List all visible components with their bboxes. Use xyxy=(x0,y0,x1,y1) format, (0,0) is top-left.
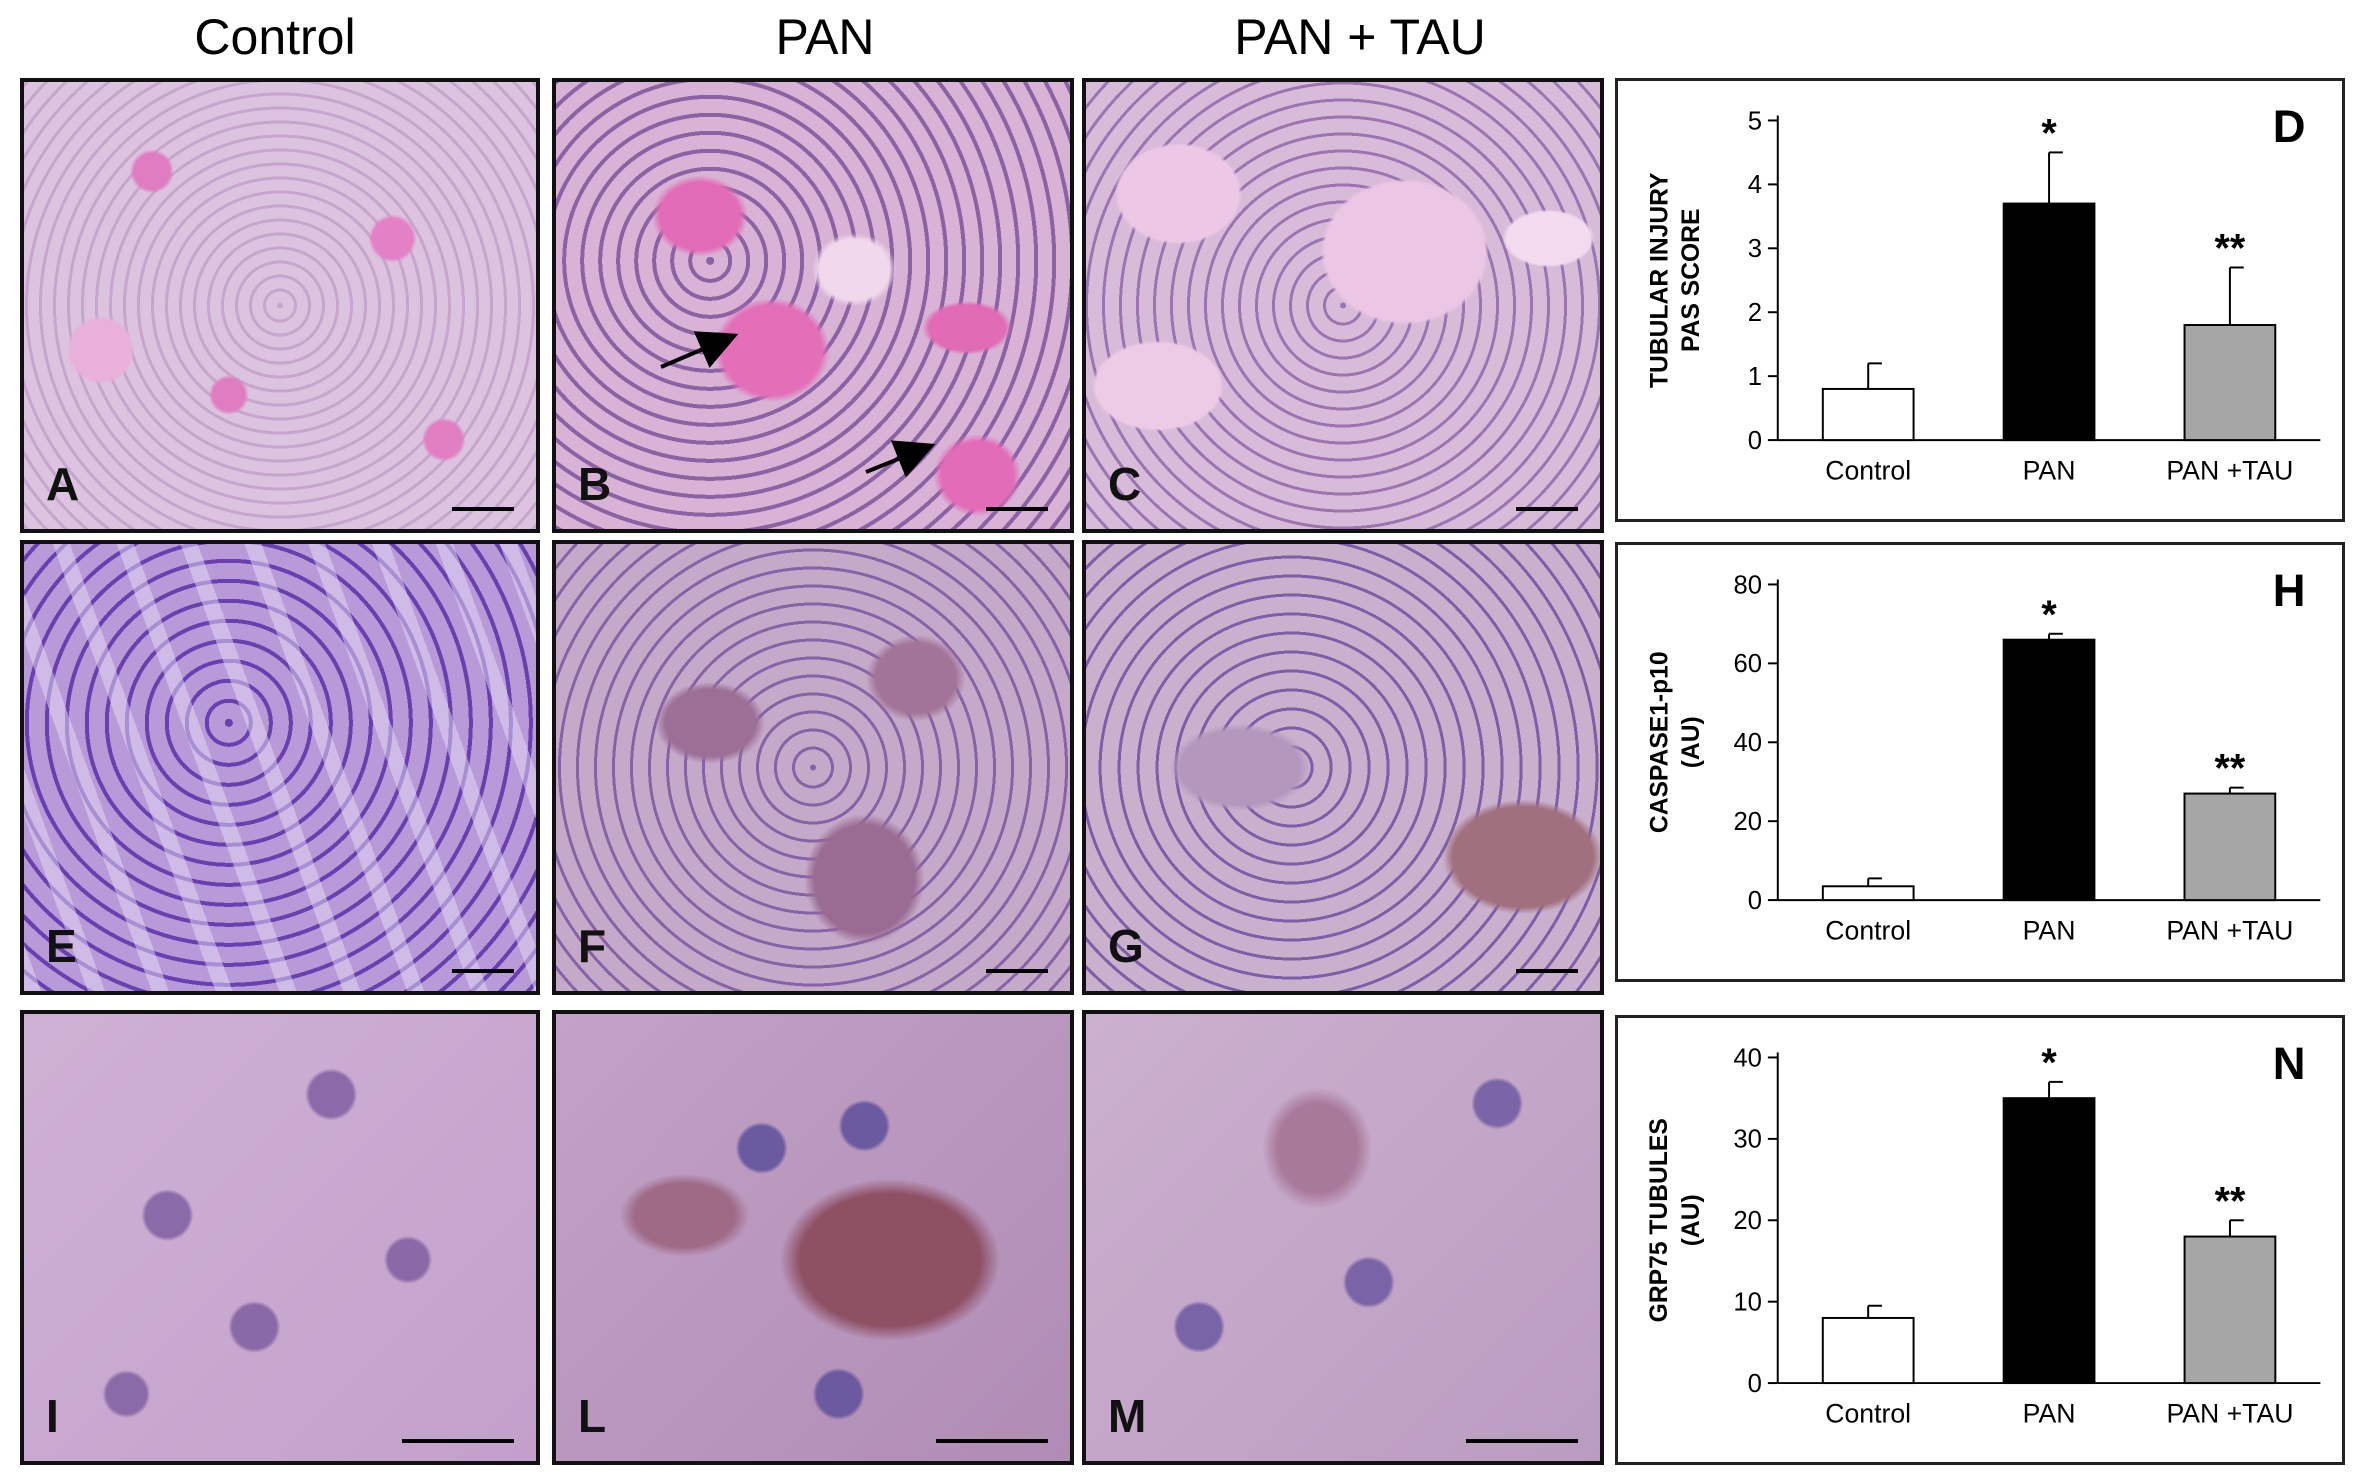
y-axis-label: PAS SCORE xyxy=(1678,209,1705,352)
significance-label: ** xyxy=(2215,1179,2246,1223)
micrograph-texture xyxy=(556,82,1070,529)
significance-label: * xyxy=(2041,593,2057,637)
micrograph-texture xyxy=(24,82,536,529)
chart-svg: 0 1 2 3 4 5 TUBULAR INJURY PAS SCORE Control * PAN… xyxy=(1646,101,2321,486)
y-tick-label: 0 xyxy=(1748,427,1762,455)
micrograph-a: A xyxy=(20,78,540,533)
bar xyxy=(1821,885,1915,902)
scale-bar xyxy=(1516,507,1578,511)
panel-letter: N xyxy=(2273,1038,2306,1089)
scale-bar xyxy=(986,507,1048,511)
x-tick-label: PAN +TAU xyxy=(2166,1399,2293,1429)
micrograph-g: G xyxy=(1082,540,1604,995)
y-tick-label: 10 xyxy=(1733,1289,1762,1317)
micrograph-texture xyxy=(556,544,1070,991)
scale-bar xyxy=(1516,969,1578,973)
y-tick-label: 60 xyxy=(1733,650,1762,678)
bar xyxy=(2183,792,2277,902)
bar xyxy=(2002,638,2096,902)
micrograph-texture xyxy=(556,1014,1070,1461)
y-axis-label: TUBULAR INJURY xyxy=(1646,172,1673,388)
scale-bar xyxy=(402,1439,514,1443)
chart-svg: 0 20 40 60 80 CASPASE1-p10 (AU) Control * PAN ** PA… xyxy=(1646,565,2321,946)
scale-bar xyxy=(452,507,514,511)
y-tick-label: 0 xyxy=(1748,887,1762,915)
x-tick-label: PAN +TAU xyxy=(2166,456,2293,486)
x-tick-label: PAN +TAU xyxy=(2166,916,2293,946)
micrograph-c: C xyxy=(1082,78,1604,533)
panel-letter-b: B xyxy=(578,458,612,510)
bar xyxy=(1821,387,1915,442)
y-axis-label: (AU) xyxy=(1678,1194,1705,1246)
y-axis-label: CASPASE1-p10 xyxy=(1646,651,1673,833)
significance-label: * xyxy=(2041,1041,2057,1085)
micrograph-b: B xyxy=(552,78,1074,533)
bar-chart-grp75: 0 10 20 30 40 GRP75 TUBULES (AU) Control * PAN ** P… xyxy=(1615,1015,2345,1465)
panel-letter-m: M xyxy=(1108,1390,1147,1442)
x-tick-label: Control xyxy=(1825,456,1911,486)
micrograph-l: L xyxy=(552,1010,1074,1465)
y-tick-label: 80 xyxy=(1733,571,1762,599)
x-tick-label: Control xyxy=(1825,1399,1911,1429)
panel-letter: D xyxy=(2273,101,2306,152)
y-tick-label: 5 xyxy=(1748,107,1762,135)
panel-letter-f: F xyxy=(578,920,607,972)
panel-letter-l: L xyxy=(578,1390,607,1442)
scale-bar xyxy=(936,1439,1048,1443)
column-title-pan-tau: PAN + TAU xyxy=(1234,9,1486,65)
bar xyxy=(2002,1097,2096,1385)
significance-label: ** xyxy=(2215,227,2246,271)
panel-letter: H xyxy=(2273,565,2306,616)
micrograph-texture xyxy=(1086,82,1600,529)
y-tick-label: 1 xyxy=(1748,363,1762,391)
panel-letter-g: G xyxy=(1108,920,1144,972)
micrograph-texture xyxy=(24,1014,536,1461)
micrograph-m: M xyxy=(1082,1010,1604,1465)
panel-letter-e: E xyxy=(46,920,77,972)
significance-label: ** xyxy=(2215,747,2246,791)
micrograph-i: I xyxy=(20,1010,540,1465)
y-tick-label: 3 xyxy=(1748,235,1762,263)
x-tick-label: PAN xyxy=(2023,916,2076,946)
y-tick-label: 2 xyxy=(1748,299,1762,327)
y-tick-label: 40 xyxy=(1733,729,1762,757)
micrograph-texture xyxy=(1086,1014,1600,1461)
micrograph-texture xyxy=(24,544,536,991)
y-tick-label: 40 xyxy=(1733,1044,1762,1072)
x-tick-label: PAN xyxy=(2023,1399,2076,1429)
arrow-annotations xyxy=(660,331,936,478)
panel-letter-c: C xyxy=(1108,458,1142,510)
significance-label: * xyxy=(2041,112,2057,156)
y-tick-label: 4 xyxy=(1748,171,1762,199)
y-axis-label: (AU) xyxy=(1678,716,1705,768)
micrograph-texture xyxy=(1086,544,1600,991)
bar-chart-caspase1: 0 20 40 60 80 CASPASE1-p10 (AU) Control * PAN ** PA… xyxy=(1615,542,2345,982)
bar xyxy=(2183,324,2277,442)
bar-chart-tubular-injury: 0 1 2 3 4 5 TUBULAR INJURY PAS SCORE Control * PAN… xyxy=(1615,78,2345,522)
y-axis-label: GRP75 TUBULES xyxy=(1646,1118,1673,1322)
bar xyxy=(1821,1316,1915,1385)
micrograph-e: E xyxy=(20,540,540,995)
chart-svg: 0 10 20 30 40 GRP75 TUBULES (AU) Control * PAN ** P… xyxy=(1646,1038,2321,1429)
y-tick-label: 20 xyxy=(1733,1207,1762,1235)
y-tick-label: 30 xyxy=(1733,1126,1762,1154)
y-tick-label: 20 xyxy=(1733,808,1762,836)
bar xyxy=(2002,202,2096,442)
panel-letter-a: A xyxy=(46,458,80,510)
panel-letter-i: I xyxy=(46,1390,59,1442)
column-title-pan: PAN xyxy=(775,9,875,65)
y-tick-label: 0 xyxy=(1748,1370,1762,1398)
x-tick-label: Control xyxy=(1825,916,1911,946)
column-title-control: Control xyxy=(194,9,356,65)
scale-bar xyxy=(452,969,514,973)
scale-bar xyxy=(986,969,1048,973)
x-tick-label: PAN xyxy=(2023,456,2076,486)
bar xyxy=(2183,1235,2277,1385)
micrograph-f: F xyxy=(552,540,1074,995)
scale-bar xyxy=(1466,1439,1578,1443)
